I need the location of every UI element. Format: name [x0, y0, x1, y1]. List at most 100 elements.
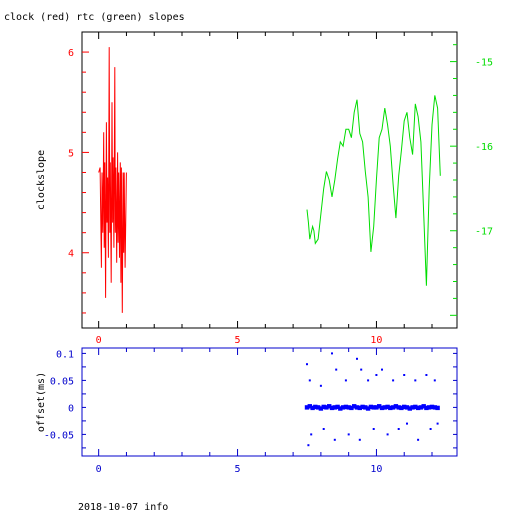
- offset-outlier-point: [386, 433, 389, 436]
- offset-outlier-point: [333, 438, 336, 441]
- y-tick-label: 4: [68, 249, 74, 260]
- offset-point: [435, 405, 440, 411]
- offset-point: [332, 405, 337, 410]
- y-tick-label: 6: [68, 48, 74, 59]
- offset-point: [418, 405, 424, 410]
- offset-point: [335, 404, 340, 410]
- offset-outlier-point: [319, 384, 322, 387]
- slope-y-axis-label: clockslope: [36, 150, 47, 210]
- offset-outlier-point: [307, 444, 310, 447]
- offset-point: [390, 405, 396, 410]
- offset-outlier-point: [425, 374, 428, 376]
- x-tick-label: 10: [370, 464, 382, 475]
- offset-point: [407, 406, 412, 411]
- offset-point: [410, 405, 415, 410]
- slope-x-tick-labels: 0 5 10: [96, 335, 383, 346]
- offset-point: [377, 404, 382, 409]
- offset-axis-ticks: [82, 348, 457, 456]
- offset-point: [432, 405, 437, 410]
- offset-point: [382, 405, 387, 410]
- offset-point: [340, 405, 346, 410]
- offset-point: [413, 404, 418, 410]
- offset-chart: 0 5 10 0.1 0.05 0 -0.05 offset(ms): [36, 347, 458, 475]
- x-tick-label: 10: [370, 335, 382, 346]
- offset-point: [338, 406, 343, 411]
- offset-point: [343, 404, 349, 410]
- offset-points: [304, 352, 440, 447]
- offset-point: [404, 405, 410, 410]
- offset-outlier-point: [360, 368, 363, 371]
- slope-axis-ticks: [82, 32, 457, 328]
- offset-plot-frame: [81, 347, 458, 457]
- offset-outlier-point: [347, 433, 350, 436]
- offset-outlier-point: [417, 438, 420, 441]
- offset-point: [363, 405, 368, 410]
- slope-chart: 0 5 10 4 5 6 -15 -16 -17 clockslope: [36, 31, 493, 346]
- footer-date-info: 2018-10-07 info: [78, 502, 168, 512]
- offset-point: [349, 405, 354, 411]
- offset-point: [371, 405, 376, 410]
- offset-outlier-point: [406, 422, 408, 425]
- offset-point: [374, 405, 379, 410]
- offset-point: [360, 404, 365, 410]
- offset-outlier-point: [403, 374, 406, 376]
- offset-point: [385, 404, 390, 410]
- offset-point: [424, 405, 429, 411]
- offset-point: [315, 405, 321, 410]
- x-tick-label: 0: [96, 464, 102, 475]
- offset-point: [427, 405, 432, 410]
- slope-series: [98, 47, 441, 313]
- y-tick-label: 0.1: [56, 349, 74, 360]
- offset-outlier-point: [306, 363, 308, 366]
- offset-outlier-point: [397, 428, 400, 430]
- x-tick-label: 0: [96, 335, 102, 346]
- offset-point: [352, 404, 357, 409]
- y-tick-label: 5: [68, 148, 74, 159]
- offset-point: [396, 405, 401, 410]
- slope-y-tick-labels: 4 5 6: [68, 48, 74, 260]
- slope-y2-tick-labels: -15 -16 -17: [475, 58, 493, 238]
- offset-y-tick-labels: 0.1 0.05 0 -0.05: [44, 349, 74, 441]
- offset-point: [327, 404, 332, 409]
- offset-outlier-point: [372, 428, 375, 430]
- offset-outlier-point: [344, 379, 347, 382]
- offset-outlier-point: [322, 428, 325, 430]
- clock-slope-line: [98, 47, 127, 313]
- offset-outlier-point: [310, 433, 313, 436]
- offset-outlier-point: [436, 422, 439, 425]
- offset-point: [329, 405, 335, 411]
- offset-point: [429, 404, 435, 410]
- offset-point: [304, 405, 310, 410]
- offset-point: [354, 405, 360, 410]
- offset-y-axis-label: offset(ms): [36, 372, 47, 432]
- offset-point: [421, 404, 426, 409]
- offset-point: [379, 405, 385, 411]
- offset-outlier-point: [358, 438, 361, 441]
- offset-outlier-point: [308, 379, 311, 382]
- y2-tick-label: -15: [475, 58, 493, 69]
- offset-point: [415, 405, 421, 411]
- offset-point: [365, 406, 371, 411]
- offset-point: [313, 404, 318, 410]
- y2-tick-label: -16: [475, 142, 493, 153]
- offset-point: [310, 405, 315, 411]
- y-tick-label: -0.05: [44, 430, 74, 441]
- offset-point: [324, 405, 329, 410]
- slope-plot-frame: [81, 31, 458, 329]
- y2-tick-label: -17: [475, 227, 493, 238]
- y-tick-label: 0.05: [50, 376, 74, 387]
- offset-outlier-point: [375, 374, 378, 376]
- offset-point: [388, 405, 393, 411]
- offset-outlier-point: [392, 379, 395, 382]
- y-tick-label: 0: [68, 403, 74, 414]
- offset-outlier-point: [414, 379, 417, 382]
- offset-point: [346, 405, 351, 410]
- offset-point: [402, 404, 407, 410]
- top-chart-title: clock (red) rtc (green) slopes: [4, 12, 185, 23]
- x-tick-label: 5: [235, 335, 241, 346]
- offset-x-tick-labels: 0 5 10: [96, 464, 383, 475]
- offset-outlier-point: [433, 379, 436, 382]
- offset-point: [399, 405, 404, 411]
- offset-outlier-point: [367, 379, 370, 382]
